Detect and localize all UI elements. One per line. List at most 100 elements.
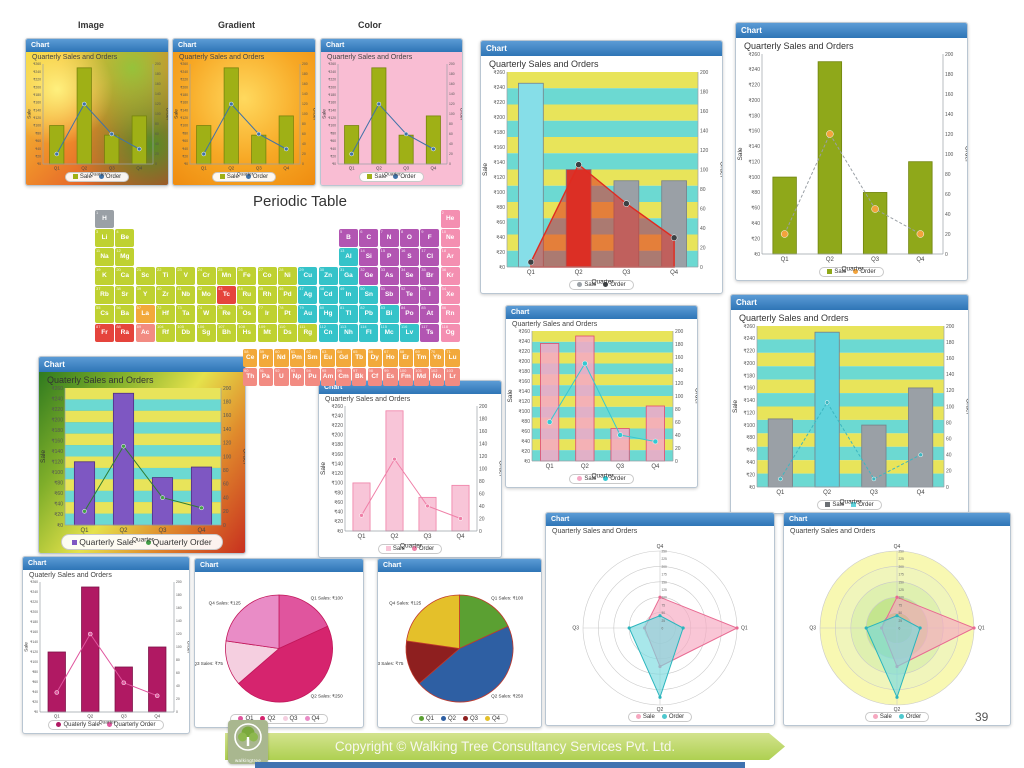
svg-text:120: 120 [700, 148, 709, 154]
svg-text:40: 40 [223, 495, 229, 501]
svg-text:₹100: ₹100 [493, 190, 505, 196]
svg-text:₹180: ₹180 [493, 130, 505, 136]
svg-text:180: 180 [700, 89, 709, 95]
svg-text:₹260: ₹260 [51, 386, 63, 392]
element-cell: 11 Na [95, 248, 115, 266]
chart-legend: Sale Order [377, 543, 443, 554]
svg-text:80: 80 [675, 407, 681, 413]
legend-item: Order [898, 713, 921, 720]
svg-text:200: 200 [449, 62, 455, 66]
svg-text:₹20: ₹20 [32, 700, 38, 704]
svg-text:200: 200 [946, 324, 955, 330]
svg-text:40: 40 [479, 504, 485, 510]
svg-text:Q2: Q2 [823, 490, 832, 496]
element-cell: 71 Lu [445, 349, 460, 367]
element-cell: 94 Pu [305, 368, 320, 386]
svg-text:80: 80 [449, 122, 453, 126]
svg-text:250: 250 [899, 550, 905, 554]
chart-canvas: 0 25 50 75 100 125 150 175 200 225 250 Q1 Q2 Q3 Q4 [784, 535, 1010, 713]
panel-header-label: Chart [736, 298, 757, 307]
element-cell: 45 Rh [257, 286, 277, 304]
svg-text:140: 140 [176, 619, 182, 623]
svg-text:Q2: Q2 [826, 257, 835, 263]
svg-text:Q3: Q3 [423, 534, 432, 540]
svg-text:140: 140 [945, 112, 954, 118]
chart-title: Quarterly Sales and Orders [327, 54, 413, 61]
element-cell: 112 Cn [318, 324, 338, 342]
svg-text:Q2: Q2 [390, 534, 399, 540]
legend-item: Order [411, 545, 434, 552]
svg-text:₹160: ₹160 [518, 379, 530, 385]
svg-text:Q3: Q3 [109, 165, 115, 170]
svg-text:0: 0 [675, 459, 678, 465]
element-cell: 55 Cs [95, 305, 115, 323]
svg-text:80: 80 [302, 122, 306, 126]
svg-text:Q4: Q4 [917, 490, 926, 496]
chart-canvas: 0 25 50 75 100 125 150 175 200 225 250 Q1 Q2 Q3 Q4 [546, 535, 774, 713]
legend-item: Q4 [304, 715, 320, 722]
element-cell: 68 Er [398, 349, 414, 367]
svg-text:₹240: ₹240 [328, 70, 336, 74]
element-cell: 73 Ta [176, 305, 196, 323]
radar-panel-colored: Chart Quarterly Sales and Orders 0 25 50 75… [783, 512, 1011, 726]
element-cell: 14 Si [359, 248, 379, 266]
element-cell: 32 Ge [359, 267, 379, 285]
svg-text:120: 120 [176, 632, 182, 636]
element-cell: 20 Ca [115, 267, 135, 285]
svg-text:Sale: Sale [26, 109, 32, 119]
svg-text:80: 80 [223, 468, 229, 474]
legend-marker-icon [577, 475, 583, 481]
svg-text:180: 180 [302, 72, 308, 76]
element-cell: 26 Fe [237, 267, 257, 285]
page-number: 39 [975, 710, 989, 724]
legend-item: Order [603, 281, 626, 288]
svg-text:Order: Order [694, 388, 698, 405]
chart-canvas: ₹0 ₹20 ₹40 ₹60 ₹80 ₹100 ₹120 ₹140 ₹160 ₹180 ₹200 ₹2… [319, 403, 501, 549]
svg-text:225: 225 [662, 557, 668, 561]
svg-text:₹80: ₹80 [521, 419, 530, 425]
svg-text:₹260: ₹260 [30, 580, 38, 584]
svg-text:Order: Order [964, 146, 968, 163]
svg-text:Q4: Q4 [430, 165, 436, 170]
element-cell: 85 At [420, 305, 440, 323]
element-cell: 38 Sr [115, 286, 135, 304]
svg-text:₹20: ₹20 [334, 519, 343, 525]
svg-text:₹180: ₹180 [30, 620, 38, 624]
element-cell: 62 Sm [305, 349, 320, 367]
svg-text:80: 80 [479, 479, 485, 485]
svg-text:₹60: ₹60 [35, 139, 41, 143]
svg-text:₹100: ₹100 [328, 124, 336, 128]
legend-marker-icon [393, 173, 399, 179]
svg-text:₹0: ₹0 [34, 710, 38, 714]
panel-header: Chart [195, 559, 363, 572]
element-cell: 12 Mg [115, 248, 135, 266]
svg-text:20: 20 [675, 446, 681, 452]
element-cell: 103 Lr [445, 368, 460, 386]
svg-text:₹80: ₹80 [330, 131, 336, 135]
svg-text:₹80: ₹80 [334, 490, 343, 496]
svg-text:120: 120 [945, 132, 954, 138]
svg-text:₹80: ₹80 [32, 670, 38, 674]
element-cell: 99 Es [383, 368, 398, 386]
svg-text:100: 100 [302, 112, 308, 116]
svg-text:₹20: ₹20 [182, 154, 188, 158]
element-cell: 31 Ga [338, 267, 358, 285]
legend-item: Quarterly Order [106, 721, 156, 728]
svg-text:₹200: ₹200 [518, 359, 530, 365]
svg-text:40: 40 [945, 212, 951, 218]
svg-text:₹260: ₹260 [33, 62, 41, 66]
svg-text:160: 160 [302, 82, 308, 86]
element-cell: 56 Ba [115, 305, 135, 323]
svg-text:140: 140 [449, 92, 455, 96]
svg-text:₹180: ₹180 [518, 369, 530, 375]
legend-marker-icon [853, 268, 859, 274]
svg-text:₹80: ₹80 [54, 481, 63, 487]
element-cell: 82 Pb [359, 305, 379, 323]
chart-panel-pink-small: Chart Quarterly Sales and Orders ₹0 ₹20 ₹4… [318, 380, 502, 558]
panel-header: Chart [784, 513, 1010, 526]
legend-marker-icon [282, 715, 288, 721]
element-cell: 106 Sg [196, 324, 216, 342]
svg-text:80: 80 [176, 658, 180, 662]
element-cell: 22 Ti [155, 267, 175, 285]
element-cell: 30 Zn [318, 267, 338, 285]
